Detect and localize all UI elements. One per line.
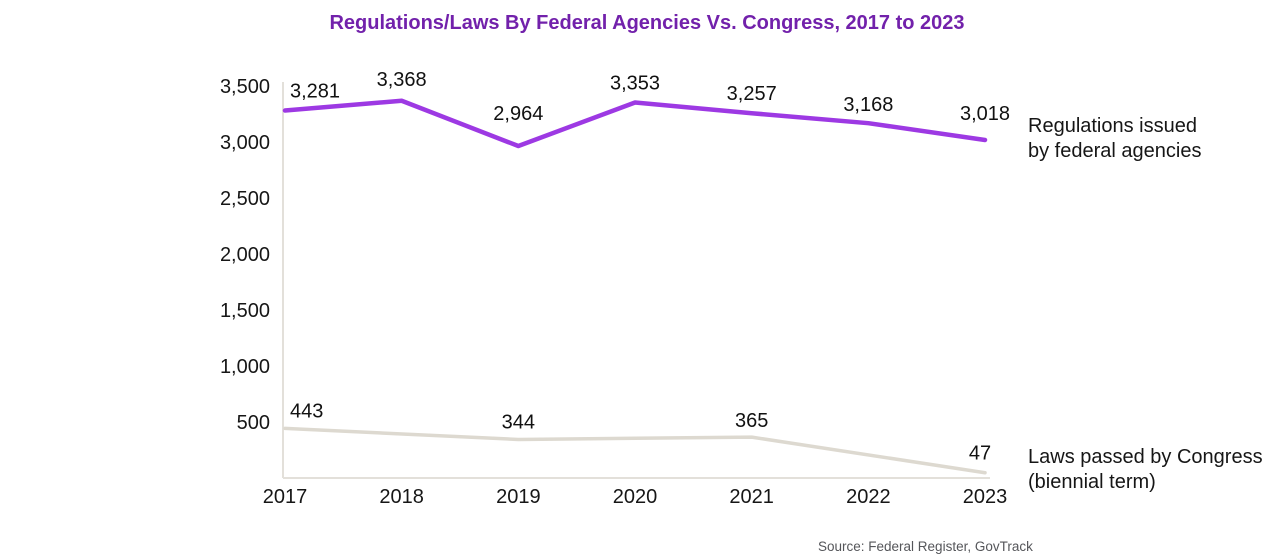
y-tick-label: 1,500 — [220, 300, 270, 322]
x-tick-label: 2020 — [613, 486, 658, 508]
data-label: 3,168 — [843, 94, 893, 116]
data-label: 3,368 — [377, 69, 427, 91]
y-tick-label: 3,500 — [220, 76, 270, 98]
legend-regulations-label: Regulations issued by federal agencies — [1028, 115, 1202, 162]
data-label: 3,257 — [727, 83, 777, 105]
data-label: 3,018 — [960, 103, 1010, 125]
x-tick-label: 2018 — [379, 486, 424, 508]
data-label: 3,281 — [290, 81, 340, 103]
y-tick-label: 500 — [237, 412, 270, 434]
y-tick-label: 2,500 — [220, 188, 270, 210]
y-tick-label: 2,000 — [220, 244, 270, 266]
source-note: Source: Federal Register, GovTrack — [818, 539, 1033, 554]
legend-laws-label: Laws passed by Congress (biennial term) — [1028, 446, 1263, 493]
data-label: 344 — [502, 411, 535, 433]
y-tick-label: 3,000 — [220, 132, 270, 154]
data-label: 2,964 — [493, 103, 543, 125]
data-label: 365 — [735, 410, 768, 432]
laws-line — [283, 426, 987, 475]
x-tick-label: 2022 — [846, 486, 891, 508]
regulations-line — [282, 98, 988, 149]
x-tick-label: 2021 — [729, 486, 774, 508]
x-tick-label: 2023 — [963, 486, 1008, 508]
x-tick-label: 2017 — [263, 486, 308, 508]
y-tick-label: 1,000 — [220, 356, 270, 378]
x-tick-label: 2019 — [496, 486, 541, 508]
data-label: 443 — [290, 400, 323, 422]
data-label: 3,353 — [610, 72, 660, 94]
data-label: 47 — [969, 443, 991, 465]
chart-title: Regulations/Laws By Federal Agencies Vs.… — [329, 12, 965, 34]
